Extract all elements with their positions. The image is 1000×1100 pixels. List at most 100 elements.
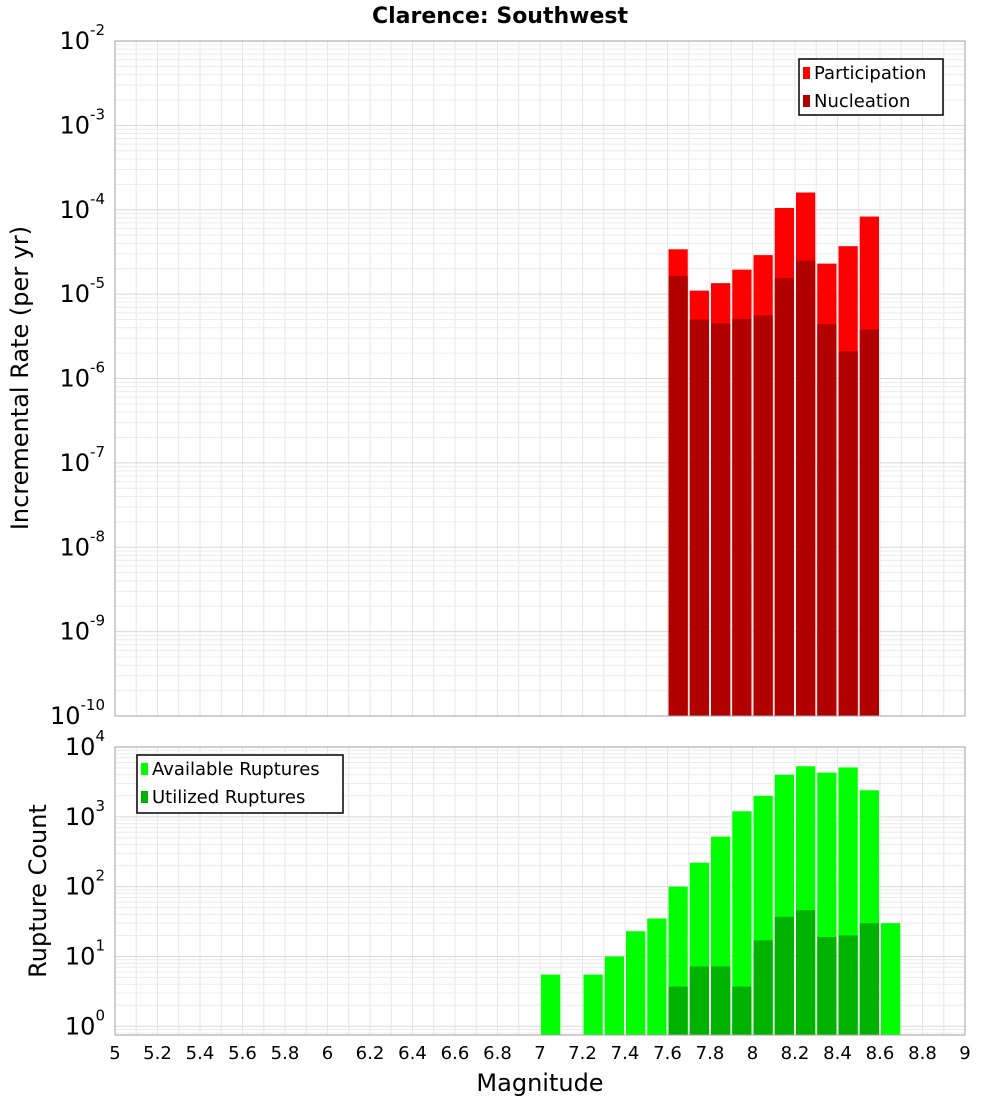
bottom-y-tick-exponent: 0: [95, 1006, 105, 1024]
bottom-bars: [541, 766, 901, 1035]
top-y-tick-exponent: -10: [81, 696, 106, 714]
bottom-y-tick-base: 10: [65, 873, 96, 901]
bottom-bar-available-ruptures: [604, 956, 624, 1035]
x-tick-label: 8.8: [908, 1043, 937, 1064]
bottom-y-tick-base: 10: [65, 1012, 96, 1040]
x-tick-label: 8.2: [781, 1043, 810, 1064]
bottom-bar-available-ruptures: [541, 974, 561, 1035]
x-tick-label: 5.6: [228, 1043, 257, 1064]
top-bar-nucleation: [753, 315, 773, 716]
top-y-tick-base: 10: [59, 111, 90, 139]
bottom-legend-swatch: [141, 791, 148, 803]
top-y-tick-label: 10-6: [59, 359, 105, 393]
top-bar-nucleation: [817, 324, 837, 716]
x-tick-label: 5: [109, 1043, 120, 1064]
x-tick-label: 5.2: [143, 1043, 172, 1064]
bottom-y-tick-label: 103: [65, 797, 105, 831]
x-tick-label: 7.2: [568, 1043, 597, 1064]
bottom-y-tick-label: 100: [65, 1006, 105, 1040]
bottom-y-tick-base: 10: [65, 803, 96, 831]
top-y-tick-exponent: -9: [90, 612, 105, 630]
bottom-bar-available-ruptures: [647, 918, 667, 1035]
x-tick-label: 6.4: [398, 1043, 427, 1064]
top-y-tick-exponent: -6: [90, 359, 105, 377]
top-y-tick-base: 10: [50, 702, 81, 730]
bottom-y-tick-base: 10: [65, 733, 96, 761]
top-legend-label: Nucleation: [814, 91, 910, 112]
bottom-bar-available-ruptures: [881, 923, 901, 1035]
bottom-bar-utilized-ruptures: [859, 923, 879, 1035]
top-y-tick-label: 10-8: [59, 527, 105, 561]
bottom-bar-utilized-ruptures: [732, 986, 752, 1035]
top-y-tick-base: 10: [59, 449, 90, 477]
bottom-x-tick-labels: 5 5.2 5.4 5.6 5.8 6 6.2 6.4 6.6 6.8 7 7.2 7.4 7.6 7.8 8…: [109, 1043, 970, 1064]
top-legend: Participation Nucleation: [798, 58, 944, 116]
bottom-bar-utilized-ruptures: [796, 910, 816, 1035]
x-tick-label: 5.8: [271, 1043, 300, 1064]
top-bar-nucleation: [732, 318, 752, 716]
top-y-tick-exponent: -4: [90, 190, 105, 208]
top-bar-nucleation: [796, 260, 816, 716]
bottom-bar-utilized-ruptures: [817, 936, 837, 1035]
bottom-y-tick-label: 104: [65, 727, 105, 761]
x-tick-label: 8.4: [823, 1043, 852, 1064]
top-y-tick-base: 10: [59, 27, 90, 55]
bottom-y-tick-label: 102: [65, 867, 105, 901]
x-tick-label: 6.8: [483, 1043, 512, 1064]
top-y-tick-base: 10: [59, 533, 90, 561]
chart-title: Clarence: Southwest: [372, 4, 629, 29]
top-y-tick-base: 10: [59, 618, 90, 646]
top-bar-nucleation: [711, 323, 731, 716]
x-tick-label: 8.6: [866, 1043, 895, 1064]
top-y-tick-label: 10-7: [59, 443, 105, 477]
top-legend-swatch: [803, 67, 810, 79]
bottom-y-tick-exponent: 2: [95, 867, 105, 885]
x-tick-label: 7: [534, 1043, 545, 1064]
top-bar-nucleation: [838, 351, 858, 716]
bottom-y-tick-label: 101: [65, 936, 105, 970]
bottom-bar-available-ruptures: [583, 974, 603, 1035]
top-y-tick-label: 10-3: [59, 105, 105, 139]
top-y-tick-exponent: -8: [90, 527, 105, 545]
top-bar-nucleation: [859, 329, 879, 716]
top-y-tick-label: 10-4: [59, 190, 105, 224]
x-tick-label: 7.4: [611, 1043, 640, 1064]
bottom-legend-box: [136, 754, 344, 814]
top-bar-nucleation: [774, 278, 794, 716]
top-y-axis-label: Incremental Rate (per yr): [6, 226, 34, 530]
top-y-tick-base: 10: [59, 196, 90, 224]
x-tick-label: 6.6: [441, 1043, 470, 1064]
top-y-tick-exponent: -2: [90, 21, 105, 39]
top-y-tick-exponent: -7: [90, 443, 105, 461]
top-y-tick-label: 10-5: [59, 274, 105, 308]
top-bar-nucleation: [668, 275, 688, 716]
bottom-legend-label: Utilized Ruptures: [152, 787, 305, 808]
top-y-tick-base: 10: [59, 280, 90, 308]
top-y-tick-base: 10: [59, 365, 90, 393]
top-y-tick-exponent: -3: [90, 105, 105, 123]
bottom-bar-utilized-ruptures: [689, 966, 709, 1035]
bottom-legend-label: Available Ruptures: [152, 759, 320, 780]
x-tick-label: 7.8: [696, 1043, 725, 1064]
bottom-bar-available-ruptures: [732, 811, 752, 1035]
bottom-y-axis-label: Rupture Count: [24, 804, 52, 978]
top-y-tick-label: 10-9: [59, 612, 105, 646]
x-tick-label: 6.2: [356, 1043, 385, 1064]
bottom-bar-utilized-ruptures: [774, 916, 794, 1035]
top-legend-box: [798, 58, 944, 116]
bottom-bar-utilized-ruptures: [838, 935, 858, 1035]
top-legend-label: Participation: [814, 63, 926, 84]
top-plot-frame: [114, 40, 966, 717]
top-y-tick-label: 10-2: [59, 21, 105, 55]
top-legend-swatch: [803, 95, 810, 107]
x-tick-label: 7.6: [653, 1043, 682, 1064]
x-axis-label: Magnitude: [476, 1069, 603, 1097]
bottom-y-tick-exponent: 4: [95, 727, 105, 745]
bottom-bar-utilized-ruptures: [711, 966, 731, 1035]
bottom-bar-available-ruptures: [626, 931, 646, 1035]
x-tick-label: 9: [959, 1043, 970, 1064]
bottom-y-tick-exponent: 1: [95, 936, 105, 954]
